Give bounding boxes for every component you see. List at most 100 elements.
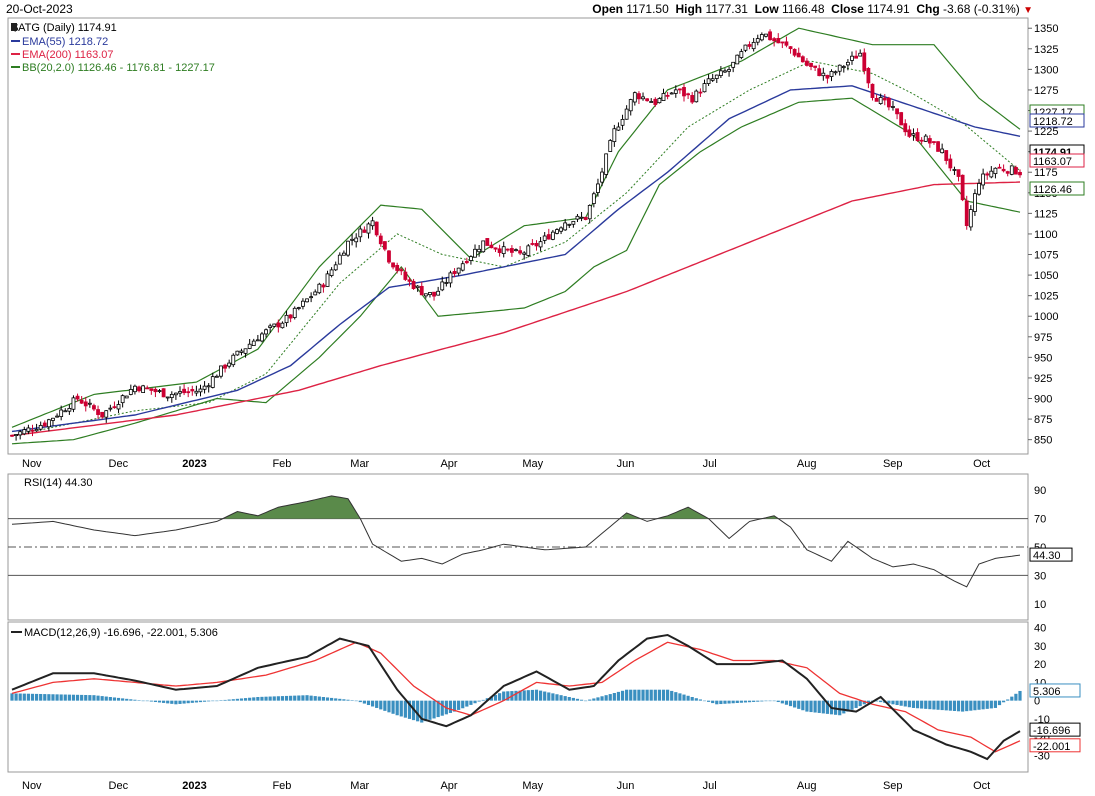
candle-body <box>174 392 178 396</box>
candle-body <box>399 269 404 272</box>
macd-histogram-bar <box>502 691 506 701</box>
price-chart-title: $ATG (Daily) 1174.91 <box>12 22 117 34</box>
macd-histogram-bar <box>948 700 952 711</box>
macd-histogram-bar <box>395 700 399 716</box>
macd-histogram-bar <box>334 698 338 701</box>
candle-body <box>669 92 674 95</box>
candle-body <box>210 376 215 388</box>
candle-body <box>456 267 461 274</box>
candle-body <box>1005 171 1010 174</box>
macd-histogram-bar <box>387 700 391 713</box>
macd-histogram-bar <box>51 694 55 701</box>
macd-value-tag <box>1029 738 1081 753</box>
candle-body <box>317 283 322 294</box>
macd-histogram-bar <box>436 700 440 718</box>
candle-body <box>805 60 809 66</box>
candle-body <box>1018 171 1022 176</box>
macd-histogram-bar <box>121 698 125 701</box>
macd-histogram-bar <box>879 700 883 703</box>
macd-histogram-bar <box>198 700 203 703</box>
macd-histogram-bar <box>493 694 498 701</box>
candle-body <box>133 385 137 393</box>
candle-body <box>481 240 486 253</box>
macd-histogram-bar <box>457 700 461 710</box>
macd-histogram-bar <box>735 700 739 703</box>
macd-series <box>10 633 1022 761</box>
candle-body <box>346 240 350 256</box>
macd-y-tick-label: 40 <box>1034 623 1046 635</box>
macd-histogram-bar <box>743 700 748 703</box>
macd-histogram-bar <box>14 693 18 701</box>
macd-histogram-bar <box>645 689 649 701</box>
macd-histogram-bar <box>92 695 96 701</box>
candle-body <box>788 46 793 50</box>
price-y-tick-label: 1275 <box>1034 85 1058 97</box>
macd-histogram-bar <box>71 694 76 701</box>
candle-body <box>100 411 105 418</box>
macd-histogram-bar <box>399 700 403 717</box>
rsi-line <box>11 495 1021 588</box>
price-y-tick-label: 950 <box>1034 352 1052 364</box>
candle-body <box>886 97 891 108</box>
macd-histogram-bar <box>936 700 940 710</box>
price-y-tick-label: 1325 <box>1034 44 1058 56</box>
macd-histogram-bar <box>776 700 780 703</box>
macd-value-tag-label: 5.306 <box>1033 686 1061 698</box>
macd-histogram-bar <box>715 700 719 705</box>
macd-histogram-bar <box>784 700 789 705</box>
macd-histogram-bar <box>432 700 436 719</box>
macd-histogram-bar <box>264 696 268 701</box>
candle-body <box>436 290 441 296</box>
x-axis-bottom-label: Mar <box>350 780 369 792</box>
x-axis-top-label: Aug <box>797 458 817 470</box>
macd-histogram-bar <box>760 700 764 702</box>
macd-signal-line <box>11 641 1021 753</box>
macd-histogram-bar <box>887 700 891 704</box>
macd-histogram-bar <box>997 700 1002 706</box>
candle-body <box>960 174 965 201</box>
candle-body <box>985 173 990 176</box>
macd-histogram-bar <box>579 699 584 701</box>
candle-body <box>214 375 219 378</box>
candle-body <box>493 247 498 250</box>
candle-body <box>137 386 141 392</box>
macd-histogram-bar <box>538 690 543 701</box>
candle-body <box>141 385 146 393</box>
macd-histogram-bar <box>112 697 117 701</box>
candle-body <box>833 71 838 74</box>
macd-histogram-bar <box>403 700 407 718</box>
macd-histogram-bar <box>866 700 870 703</box>
candle-body <box>637 93 641 100</box>
macd-histogram-bar <box>202 700 207 702</box>
macd-histogram-bar <box>608 694 612 701</box>
candle-body <box>919 139 924 142</box>
bb-upper-line <box>11 27 1021 428</box>
x-axis-bottom-label: Oct <box>973 780 990 792</box>
macd-histogram-bar <box>719 700 723 705</box>
macd-histogram-bar <box>461 700 465 709</box>
macd-histogram-bar <box>625 689 629 701</box>
candle-body <box>591 193 596 204</box>
macd-histogram-bar <box>346 699 350 701</box>
macd-histogram-bar <box>293 695 297 701</box>
candle-body <box>682 87 686 97</box>
macd-histogram-bar <box>768 700 772 702</box>
macd-histogram-bar <box>813 700 817 713</box>
macd-histogram-bar <box>108 697 112 701</box>
macd-histogram-bar <box>465 700 469 707</box>
macd-histogram-bar <box>780 700 784 704</box>
candle-body <box>268 325 273 328</box>
candle-body <box>989 170 994 178</box>
candle-body <box>452 271 457 275</box>
macd-histogram-bar <box>370 700 375 707</box>
macd-histogram-bar <box>969 700 973 711</box>
macd-histogram-bar <box>657 689 662 701</box>
candle-body <box>75 395 80 400</box>
candle-body <box>874 97 879 102</box>
candle-body <box>403 271 408 280</box>
candle-body <box>800 56 805 63</box>
candle-body <box>186 391 191 394</box>
macd-histogram-bar <box>305 695 309 701</box>
macd-histogram-bar <box>915 700 920 709</box>
